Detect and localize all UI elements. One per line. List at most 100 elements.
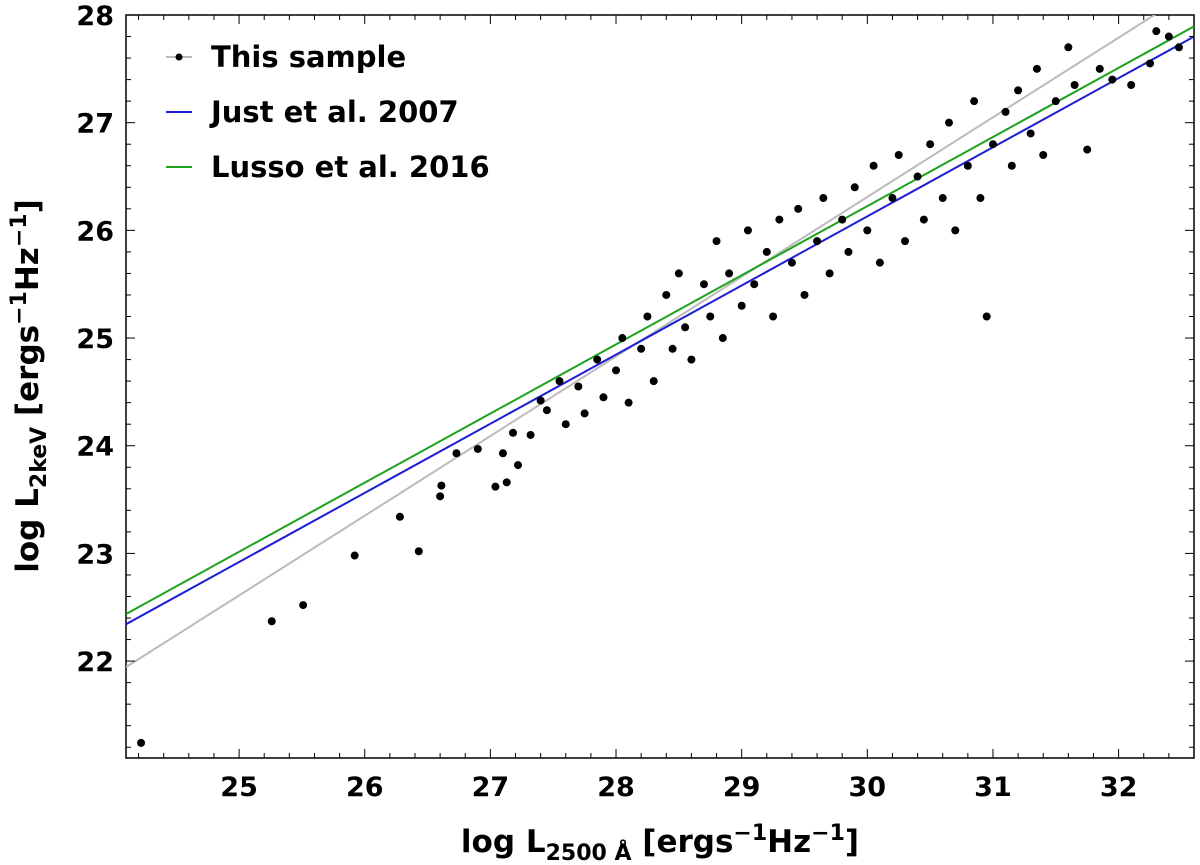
scatter-point bbox=[599, 393, 608, 402]
scatter-point bbox=[750, 280, 759, 289]
legend-marker-this-sample bbox=[175, 53, 183, 61]
scatter-point bbox=[649, 377, 658, 386]
legend: This sample Just et al. 2007 Lusso et al… bbox=[166, 40, 490, 184]
fit-lines bbox=[126, 15, 1194, 668]
y-axis: 22 23 24 25 26 27 28 bbox=[76, 1, 1194, 748]
scatter-point bbox=[624, 398, 633, 407]
scatter-point bbox=[593, 355, 602, 364]
scatter-point bbox=[1051, 97, 1060, 106]
scatter-point bbox=[869, 161, 878, 170]
scatter-point bbox=[699, 280, 708, 289]
legend-item-lusso-2016: Lusso et al. 2016 bbox=[166, 150, 490, 184]
y-tick-label: 28 bbox=[76, 1, 114, 32]
scatter-point bbox=[706, 312, 715, 321]
scatter-point bbox=[1127, 80, 1136, 89]
scatter-point bbox=[437, 481, 446, 490]
scatter-point bbox=[561, 420, 570, 429]
legend-label-this-sample: This sample bbox=[211, 40, 406, 74]
scatter-point bbox=[580, 409, 589, 418]
scatter-point bbox=[674, 269, 683, 278]
legend-label-lusso-2016: Lusso et al. 2016 bbox=[211, 150, 490, 184]
legend-item-just-2007: Just et al. 2007 bbox=[166, 95, 459, 129]
fit-line-this-sample bbox=[126, 15, 1157, 668]
scatter-point bbox=[1152, 27, 1161, 36]
scatter-point bbox=[1039, 150, 1048, 159]
y-tick-label: 26 bbox=[76, 216, 114, 247]
scatter-point bbox=[1032, 64, 1041, 73]
scatter-point bbox=[762, 247, 771, 256]
scatter-point bbox=[637, 344, 646, 353]
scatter-point bbox=[508, 428, 517, 437]
scatter-point bbox=[395, 512, 404, 521]
fit-line-just-2007 bbox=[126, 35, 1194, 626]
scatter-point bbox=[825, 269, 834, 278]
scatter-point bbox=[643, 312, 652, 321]
scatter-point bbox=[514, 461, 523, 470]
scatter-point bbox=[919, 215, 928, 224]
scatter-point bbox=[712, 237, 721, 246]
scatter-point bbox=[612, 366, 621, 375]
scatter-point bbox=[542, 406, 551, 415]
scatter-point bbox=[718, 334, 727, 343]
x-axis: 25 26 27 28 29 30 31 32 bbox=[138, 15, 1195, 803]
x-tick-label: 28 bbox=[597, 772, 635, 803]
scatter-point bbox=[926, 140, 935, 149]
x-axis-label: log L2500 Å [ergs−1Hz−1] bbox=[461, 821, 859, 865]
scatter-point bbox=[982, 312, 991, 321]
y-tick-label: 24 bbox=[76, 432, 114, 463]
scatter-point bbox=[850, 183, 859, 192]
scatter-point bbox=[1146, 59, 1155, 68]
scatter-point bbox=[894, 150, 903, 159]
plot-area bbox=[125, 14, 1195, 759]
scatter-point bbox=[662, 290, 671, 299]
y-tick-label: 27 bbox=[76, 109, 114, 140]
scatter-point bbox=[137, 738, 146, 747]
scatter-point bbox=[491, 482, 500, 491]
scatter-point bbox=[498, 449, 507, 458]
scatter-point bbox=[436, 492, 445, 501]
scatter-point bbox=[1007, 161, 1016, 170]
scatter-point bbox=[1001, 107, 1010, 116]
scatter-point bbox=[574, 382, 583, 391]
scatter-point bbox=[668, 344, 677, 353]
scatter-point bbox=[963, 161, 972, 170]
scatter-point bbox=[844, 247, 853, 256]
scatter-point bbox=[414, 547, 423, 556]
x-tick-label: 25 bbox=[220, 772, 258, 803]
scatter-point bbox=[618, 334, 627, 343]
y-tick-label: 23 bbox=[76, 539, 114, 570]
scatter-point bbox=[794, 204, 803, 213]
x-tick-label: 29 bbox=[723, 772, 761, 803]
x-tick-label: 26 bbox=[346, 772, 384, 803]
scatter-point bbox=[787, 258, 796, 267]
scatter-point bbox=[913, 172, 922, 181]
scatter-point bbox=[800, 290, 809, 299]
scatter-point bbox=[1164, 32, 1173, 41]
scatter-point bbox=[775, 215, 784, 224]
scatter-point bbox=[1174, 43, 1183, 52]
scatter-point bbox=[725, 269, 734, 278]
scatter-point bbox=[1014, 86, 1023, 95]
scatter-point bbox=[536, 396, 545, 405]
x-tick-label: 32 bbox=[1100, 772, 1138, 803]
scatter-point bbox=[970, 97, 979, 106]
fit-line-lusso-2016 bbox=[126, 25, 1194, 615]
scatter-point bbox=[944, 118, 953, 127]
scatter-point bbox=[888, 194, 897, 203]
scatter-point bbox=[737, 301, 746, 310]
x-tick-label: 31 bbox=[974, 772, 1012, 803]
scatter-point bbox=[502, 478, 511, 487]
scatter-point bbox=[901, 237, 910, 246]
x-tick-label: 30 bbox=[849, 772, 887, 803]
legend-item-this-sample: This sample bbox=[166, 40, 406, 74]
scatter-point bbox=[555, 377, 564, 386]
scatter-point bbox=[819, 194, 828, 203]
scatter-point bbox=[938, 194, 947, 203]
scatter-point bbox=[452, 449, 461, 458]
scatter-point bbox=[1070, 80, 1079, 89]
scatter-point bbox=[743, 226, 752, 235]
scatter-point bbox=[863, 226, 872, 235]
scatter-point bbox=[838, 215, 847, 224]
scatter-point bbox=[267, 617, 276, 626]
